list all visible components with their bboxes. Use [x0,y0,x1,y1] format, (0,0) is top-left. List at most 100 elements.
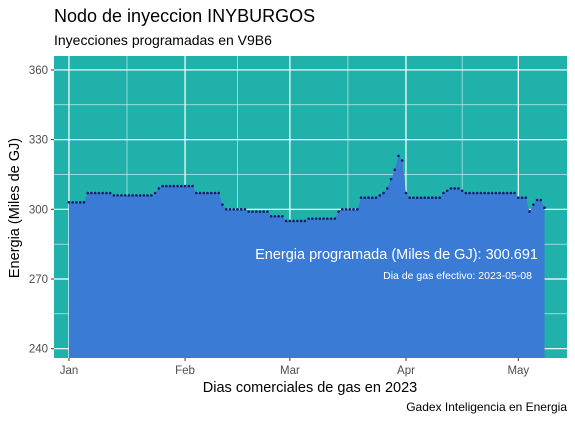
data-point [224,208,228,211]
data-point [262,210,265,213]
energy-area [68,155,545,358]
data-point [150,194,153,197]
data-point [363,196,367,200]
data-point [239,208,243,211]
data-point [472,191,475,195]
data-point [307,217,310,220]
data-point [370,196,374,200]
data-point [318,217,322,220]
data-point [517,196,520,200]
data-point [258,210,262,213]
data-point [494,191,498,195]
data-point [135,194,138,197]
data-point [427,196,430,200]
data-point [543,206,546,210]
data-point [408,196,412,200]
data-point [138,194,142,197]
data-point [217,191,221,195]
data-point [288,219,292,223]
data-point [535,198,539,202]
data-point [460,189,464,193]
data-point [71,201,75,204]
data-point [333,217,337,220]
data-point [520,196,524,200]
data-point [322,217,325,220]
chart-subtitle: Inyecciones programadas en V9B6 [54,32,272,48]
data-point [213,191,217,195]
annotation-date: Dia de gas efectivo: 2023-05-08 [383,270,532,282]
data-point [254,210,258,213]
data-point [228,208,232,211]
data-point [475,191,479,195]
data-point [183,184,187,188]
data-point [528,210,531,213]
data-point [483,191,486,195]
data-point [67,201,71,204]
data-point [348,208,352,211]
data-point [415,196,419,200]
chart-title: Nodo de inyeccion INYBURGOS [54,6,316,26]
y-axis-title: Energia (Miles de GJ) [7,138,23,278]
data-point [172,184,176,188]
data-point [498,191,501,195]
data-point [194,191,198,195]
data-point [86,191,89,195]
data-point [464,191,468,195]
data-point [180,184,183,188]
data-point [232,208,236,211]
data-point [509,191,513,195]
x-tick-label: Jan [60,365,79,377]
data-point [337,210,340,213]
data-point [449,187,453,190]
data-point [423,196,427,200]
x-axis: Jan Feb Mar Apr May [60,358,529,377]
data-point [359,196,363,200]
data-point [206,191,209,195]
data-point [326,217,329,220]
data-point [311,217,314,220]
data-point [120,194,123,197]
data-point [299,219,303,223]
data-point [161,184,164,188]
annotation-energy: Energia programada (Miles de GJ): 300.69… [255,247,538,263]
data-point [292,219,295,223]
data-point [479,191,483,195]
data-point [419,196,423,200]
x-tick-label: Feb [175,365,195,377]
data-point [389,177,393,181]
data-point [378,194,382,197]
data-point [524,196,528,200]
data-point [382,191,385,195]
data-point [513,191,516,195]
x-tick-label: May [507,365,529,377]
data-point [243,208,247,211]
data-point [142,194,146,197]
data-point [251,210,254,213]
data-point [273,214,277,218]
data-point [108,191,112,195]
x-tick-label: Mar [280,365,300,377]
y-tick-label: 360 [29,65,48,77]
data-point [434,196,438,200]
data-point [157,187,161,190]
y-tick-label: 270 [29,274,48,286]
data-point [393,168,397,172]
data-point [198,191,202,195]
x-axis-title: Dias comerciales de gas en 2023 [203,380,417,396]
data-point [502,191,505,195]
data-point [445,189,449,193]
data-point [404,191,408,195]
data-point [116,194,119,197]
data-point [442,191,445,195]
data-point [93,191,97,195]
data-point [438,196,441,200]
data-point [97,191,101,195]
data-point [266,210,269,213]
data-point [90,191,93,195]
data-point [131,194,134,197]
data-point [277,214,280,218]
data-point [430,196,434,200]
data-point [457,187,460,190]
data-point [281,214,284,218]
data-point [296,219,299,223]
